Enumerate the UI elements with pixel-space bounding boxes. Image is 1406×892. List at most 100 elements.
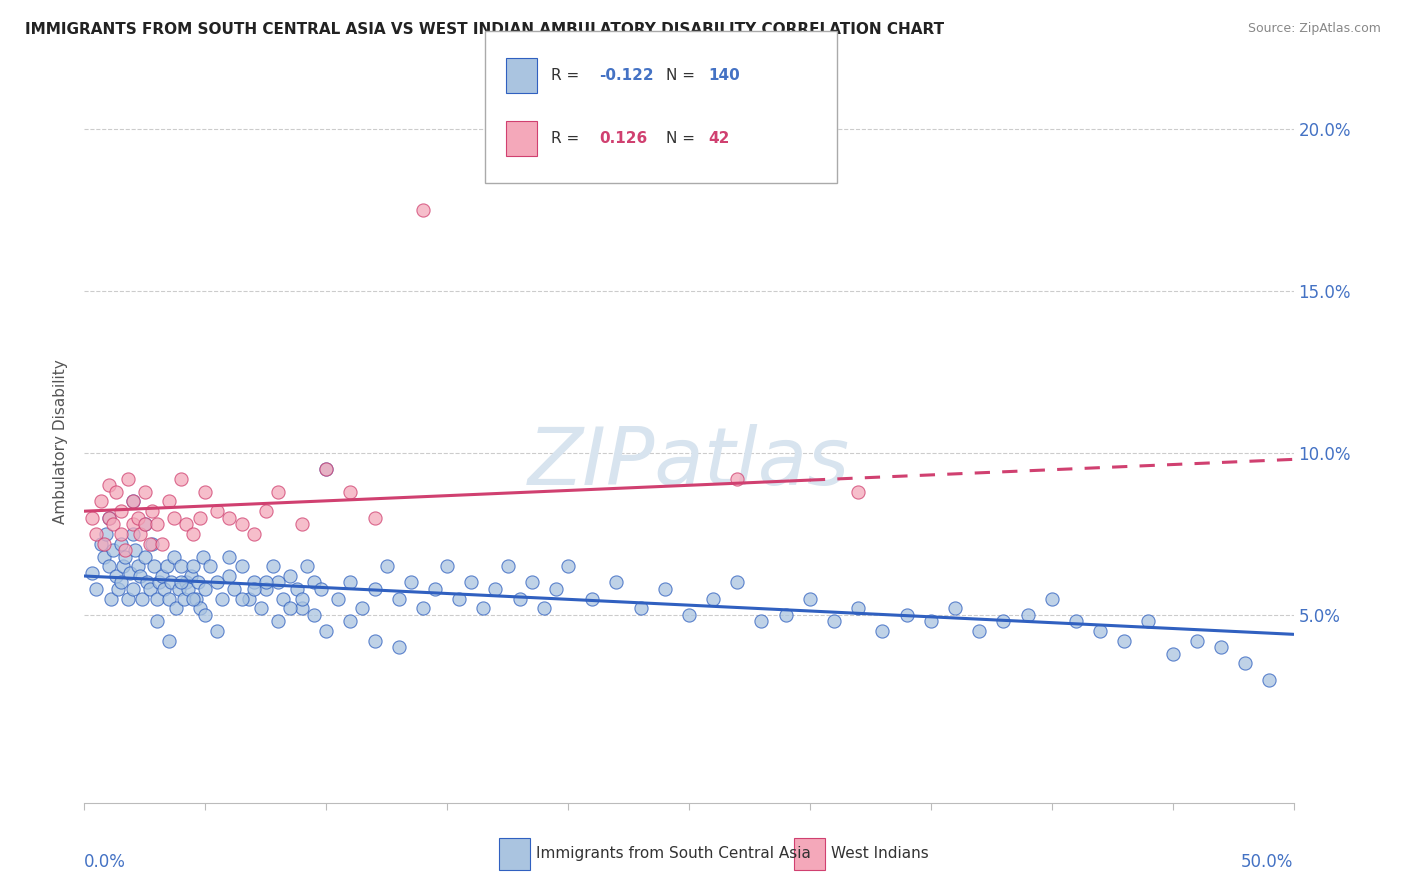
Point bbox=[1209, 640, 1232, 655]
Point bbox=[181, 527, 204, 541]
Text: Immigrants from South Central Asia: Immigrants from South Central Asia bbox=[536, 847, 811, 861]
Point bbox=[278, 601, 301, 615]
Text: N =: N = bbox=[666, 68, 700, 83]
Point bbox=[114, 543, 136, 558]
Point bbox=[218, 510, 240, 524]
Text: 140: 140 bbox=[709, 68, 741, 83]
Point bbox=[315, 462, 337, 476]
Point bbox=[163, 510, 186, 524]
Point bbox=[285, 582, 308, 596]
Point bbox=[254, 582, 277, 596]
Point bbox=[138, 582, 160, 596]
Text: -0.122: -0.122 bbox=[599, 68, 654, 83]
Point bbox=[328, 591, 350, 606]
Point bbox=[339, 615, 361, 629]
Point bbox=[250, 601, 273, 615]
Point bbox=[271, 591, 294, 606]
Point bbox=[291, 517, 314, 532]
Point bbox=[187, 575, 209, 590]
Point bbox=[112, 559, 135, 574]
Point bbox=[630, 601, 652, 615]
Point bbox=[520, 575, 543, 590]
Point bbox=[533, 601, 555, 615]
Point bbox=[191, 549, 214, 564]
Point bbox=[484, 582, 506, 596]
Point bbox=[80, 566, 103, 580]
Point bbox=[702, 591, 724, 606]
Point bbox=[242, 527, 264, 541]
Y-axis label: Ambulatory Disability: Ambulatory Disability bbox=[53, 359, 69, 524]
Point bbox=[388, 640, 411, 655]
Point bbox=[678, 607, 700, 622]
Point bbox=[121, 494, 143, 508]
Point bbox=[315, 624, 337, 638]
Point bbox=[134, 484, 156, 499]
Point bbox=[302, 575, 325, 590]
Text: 0.0%: 0.0% bbox=[84, 854, 127, 871]
Point bbox=[155, 559, 177, 574]
Point bbox=[90, 494, 112, 508]
Text: R =: R = bbox=[551, 131, 589, 146]
Point bbox=[242, 582, 264, 596]
Point bbox=[1161, 647, 1184, 661]
Point bbox=[110, 575, 132, 590]
Point bbox=[605, 575, 627, 590]
Point bbox=[174, 575, 197, 590]
Point bbox=[190, 510, 212, 524]
Point bbox=[174, 517, 197, 532]
Point bbox=[177, 582, 200, 596]
Point bbox=[339, 484, 361, 499]
Point bbox=[86, 527, 108, 541]
Point bbox=[242, 575, 264, 590]
Point bbox=[1234, 657, 1257, 671]
Point bbox=[1017, 607, 1039, 622]
Point bbox=[194, 484, 217, 499]
Point bbox=[412, 202, 434, 217]
Point bbox=[134, 517, 156, 532]
Point bbox=[496, 559, 519, 574]
Text: 0.126: 0.126 bbox=[599, 131, 647, 146]
Text: ZIPatlas: ZIPatlas bbox=[527, 425, 851, 502]
Point bbox=[943, 601, 966, 615]
Point bbox=[472, 601, 495, 615]
Point bbox=[170, 559, 193, 574]
Point bbox=[267, 615, 290, 629]
Point bbox=[184, 591, 207, 606]
Point bbox=[198, 559, 221, 574]
Point bbox=[114, 549, 136, 564]
Point bbox=[104, 484, 127, 499]
Point bbox=[1258, 673, 1281, 687]
Point bbox=[97, 478, 120, 492]
Point bbox=[180, 569, 202, 583]
Point bbox=[146, 591, 169, 606]
Point bbox=[291, 601, 314, 615]
Point bbox=[920, 615, 942, 629]
Point bbox=[224, 582, 246, 596]
Point bbox=[315, 462, 337, 476]
Point bbox=[121, 527, 143, 541]
Point bbox=[1185, 633, 1208, 648]
Point bbox=[148, 575, 170, 590]
Point bbox=[167, 582, 190, 596]
Point bbox=[207, 504, 229, 518]
Point bbox=[557, 559, 579, 574]
Point bbox=[872, 624, 894, 638]
Point bbox=[993, 615, 1015, 629]
Point bbox=[846, 601, 869, 615]
Point bbox=[80, 510, 103, 524]
Point bbox=[823, 615, 845, 629]
Point bbox=[141, 536, 163, 550]
Point bbox=[460, 575, 482, 590]
Point bbox=[1088, 624, 1111, 638]
Point bbox=[86, 582, 108, 596]
Point bbox=[93, 536, 115, 550]
Point bbox=[339, 575, 361, 590]
Point bbox=[143, 559, 166, 574]
Point bbox=[127, 510, 149, 524]
Point bbox=[775, 607, 797, 622]
Point bbox=[153, 582, 176, 596]
Point bbox=[163, 549, 186, 564]
Point bbox=[100, 591, 122, 606]
Point bbox=[967, 624, 990, 638]
Point bbox=[218, 549, 240, 564]
